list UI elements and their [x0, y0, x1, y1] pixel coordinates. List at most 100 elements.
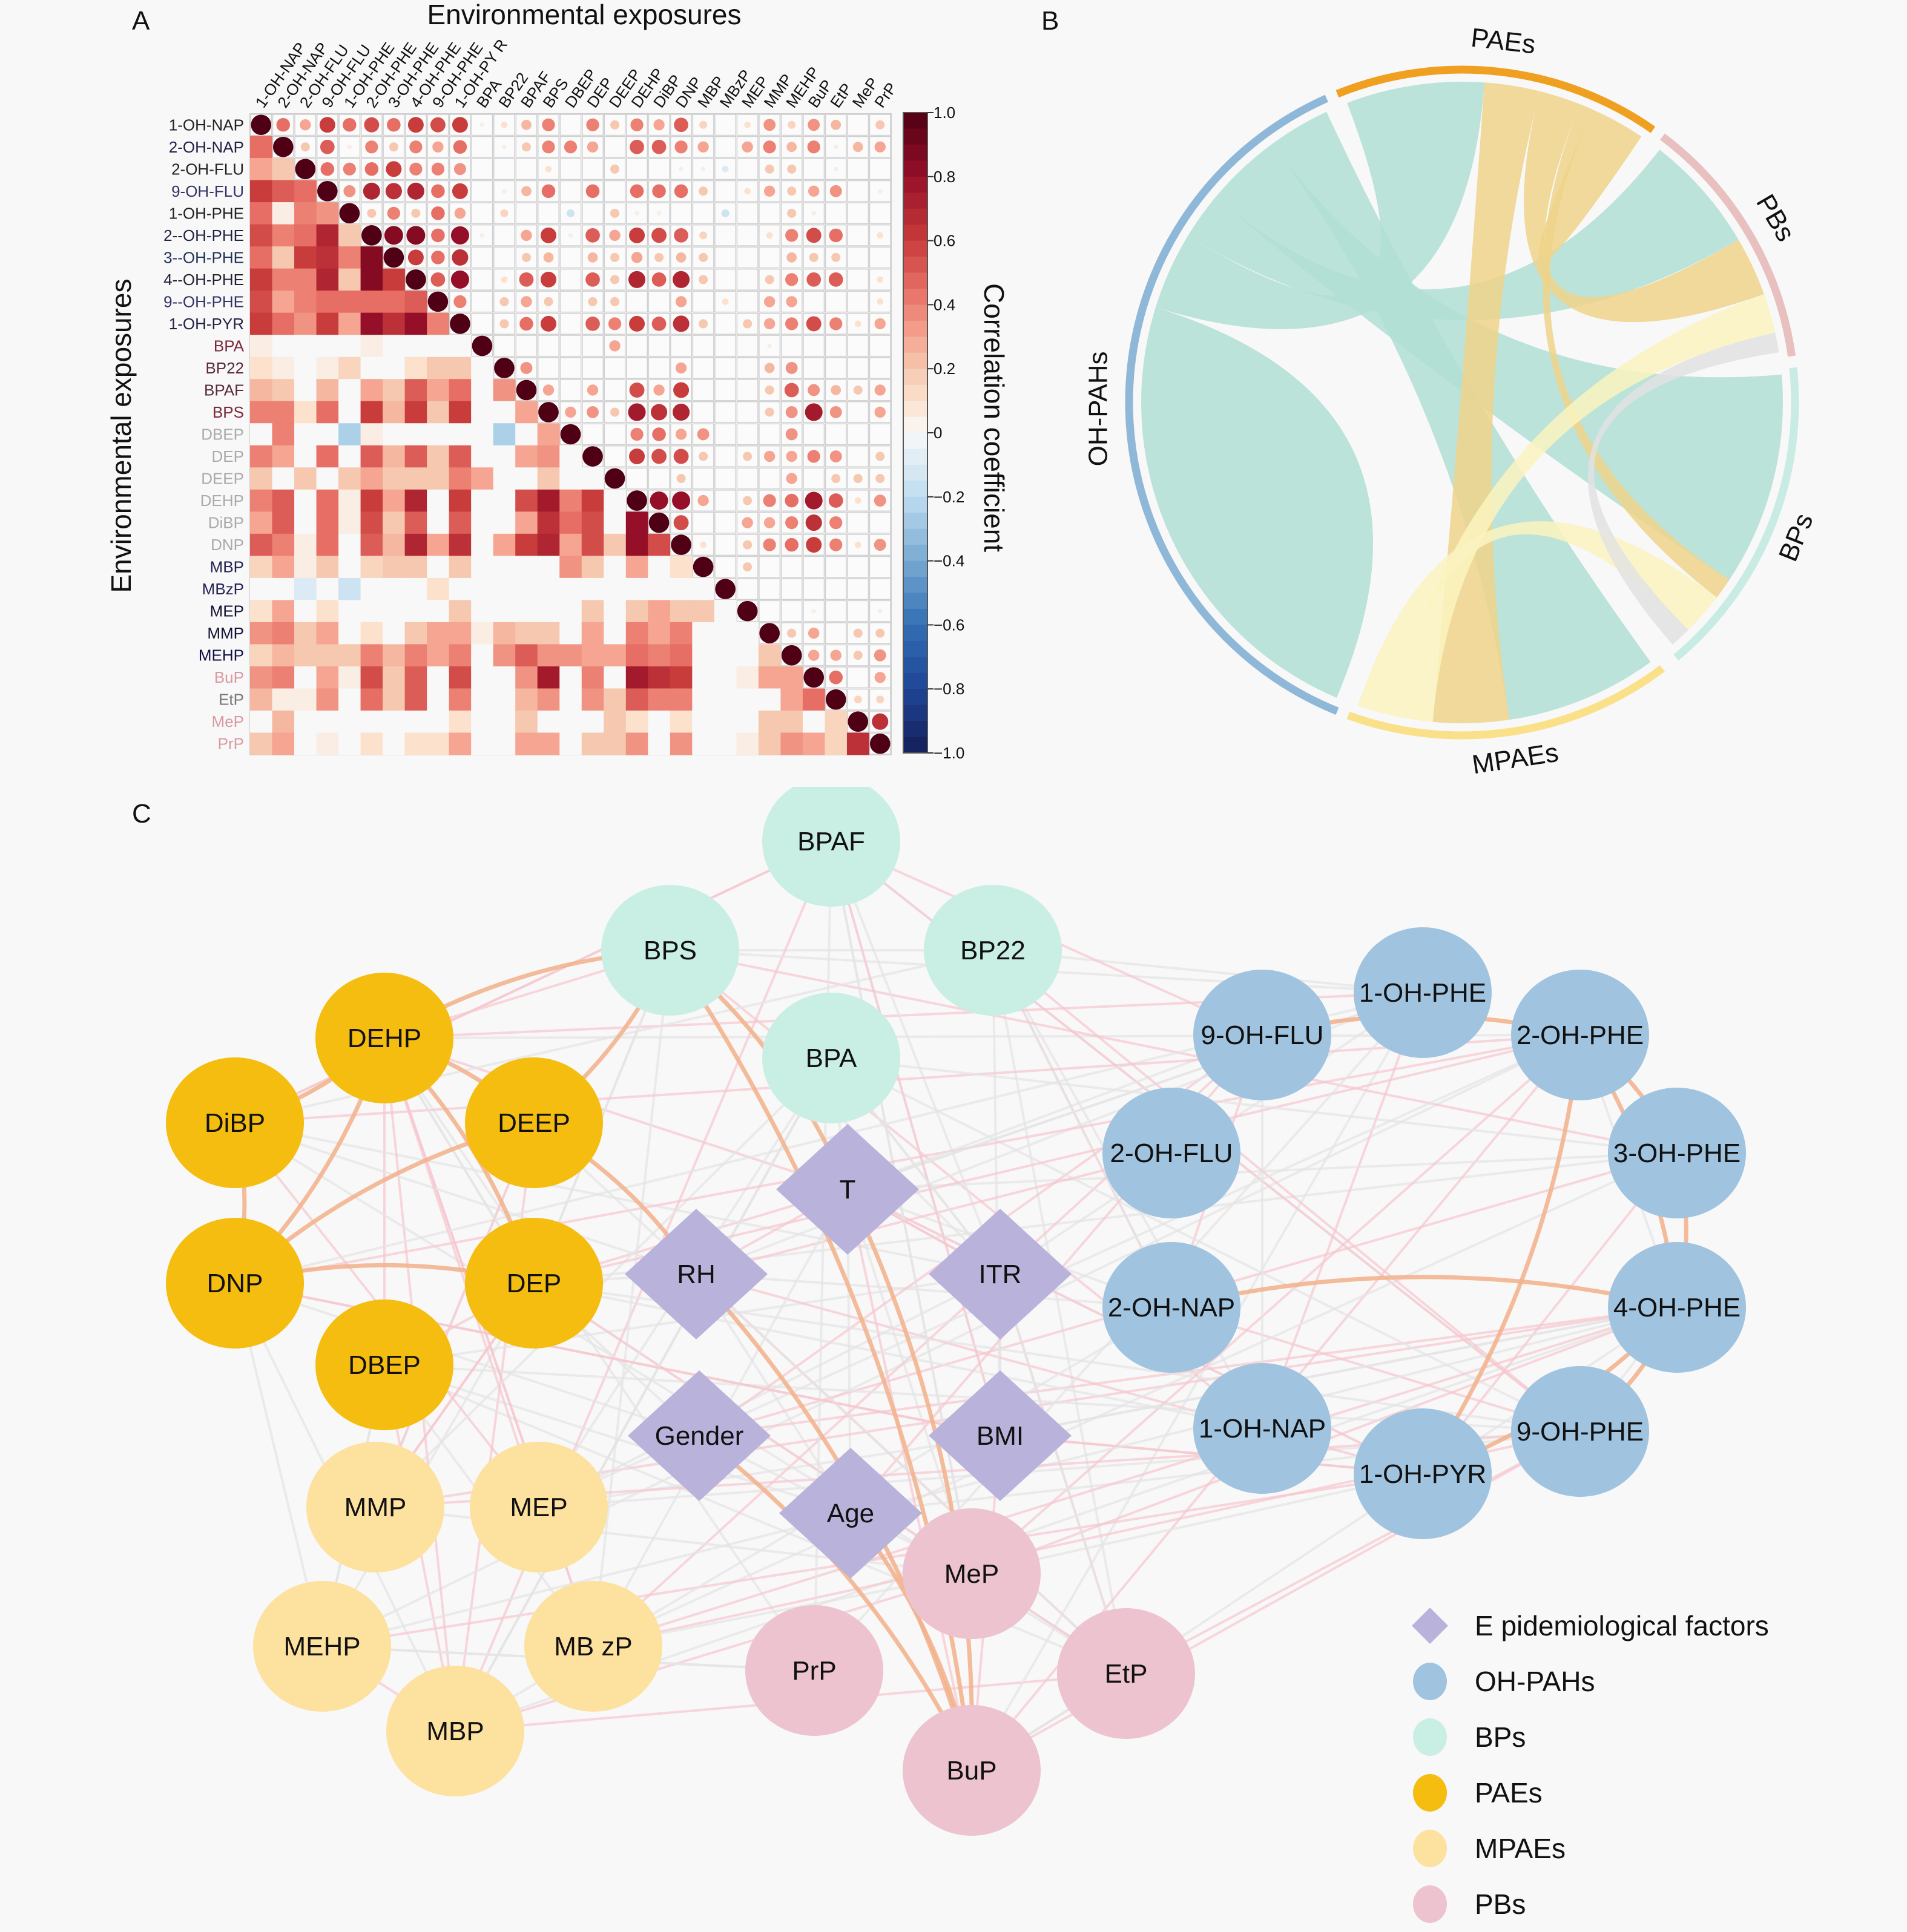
network-node[interactable]: 1-OH-PHE — [1354, 927, 1492, 1058]
network-node[interactable]: DNP — [166, 1218, 304, 1349]
heatmap-cell — [272, 666, 295, 689]
network-node[interactable]: DiBP — [166, 1057, 304, 1188]
heatmap-circle — [806, 537, 822, 553]
network-edge — [668, 949, 974, 1771]
network-node[interactable]: BuP — [903, 1705, 1041, 1836]
heatmap-cell — [383, 379, 406, 402]
heatmap-cell-bg — [626, 356, 648, 379]
network-node[interactable]: 4-OH-PHE — [1608, 1242, 1746, 1373]
network-node[interactable]: MBP — [386, 1666, 524, 1796]
network-node[interactable]: 1-OH-PYR — [1354, 1408, 1492, 1539]
heatmap-cell-bg — [869, 423, 891, 445]
network-node[interactable]: 9-OH-PHE — [1511, 1366, 1649, 1497]
chord-link — [1537, 109, 1642, 263]
network-node[interactable]: 2-OH-NAP — [1102, 1242, 1240, 1373]
heatmap-circle — [479, 233, 485, 238]
heatmap-circle — [673, 403, 690, 421]
heatmap-cell — [427, 356, 450, 380]
network-node[interactable]: MEHP — [253, 1581, 391, 1712]
node-label: BPA — [806, 1043, 857, 1073]
network-edge-faint — [383, 1037, 815, 1672]
heatmap-cell — [581, 688, 604, 711]
network-node[interactable]: T — [776, 1124, 919, 1255]
heatmap-cell — [449, 445, 472, 468]
network-node[interactable]: 9-OH-FLU — [1193, 970, 1331, 1100]
heatmap-cell-bg — [780, 202, 803, 225]
heatmap-cell — [427, 379, 450, 402]
network-node[interactable]: BPS — [601, 885, 739, 1016]
network-node[interactable]: DEEP — [465, 1057, 603, 1188]
network-node[interactable]: MeP — [903, 1508, 1041, 1639]
heatmap-circle — [630, 184, 644, 199]
network-node[interactable]: DEHP — [315, 973, 453, 1103]
heatmap-circle — [454, 208, 466, 219]
row-label: 2-OH-NAP — [169, 138, 244, 156]
heatmap-cell-bg — [869, 136, 891, 158]
network-node[interactable]: RH — [625, 1209, 768, 1339]
node-label: 1-OH-PYR — [1359, 1459, 1486, 1489]
network-node[interactable]: BP22 — [924, 885, 1062, 1016]
heatmap-circle — [831, 252, 841, 262]
heatmap-circle — [874, 649, 886, 662]
heatmap-cell — [383, 335, 406, 358]
circle-node-shape — [903, 1705, 1041, 1836]
network-node[interactable]: ITR — [929, 1209, 1072, 1339]
network-node[interactable]: PrP — [745, 1605, 883, 1736]
heatmap-cell — [250, 600, 273, 623]
heatmap-cell — [272, 356, 295, 380]
heatmap-cell — [493, 401, 516, 424]
heatmap-cell — [493, 556, 516, 579]
heatmap-circle — [831, 474, 841, 484]
heatmap-cell — [537, 732, 560, 755]
heatmap-cell — [581, 467, 604, 490]
heatmap-cell — [559, 533, 582, 556]
heatmap-cell — [360, 556, 383, 579]
heatmap-circle — [570, 367, 571, 369]
network-node[interactable]: 1-OH-NAP — [1193, 1363, 1331, 1494]
heatmap-cell — [250, 445, 273, 468]
network-edge-faint — [992, 950, 1001, 1436]
heatmap-circle — [452, 117, 468, 133]
heatmap-cell — [294, 688, 317, 711]
row-label: MEP — [210, 602, 244, 620]
heatmap-circle — [542, 384, 555, 396]
network-node[interactable]: Gender — [628, 1370, 771, 1501]
heatmap-cell — [427, 445, 450, 468]
network-node[interactable]: EtP — [1057, 1608, 1195, 1739]
heatmap-cell — [559, 644, 582, 667]
heatmap-cell — [250, 401, 273, 424]
heatmap-circle — [673, 448, 689, 464]
network-node[interactable]: DBEP — [315, 1300, 453, 1430]
network-graph: BPAF BPS BP22 BPA DEHP DiBP DEEP DNP DEP DBEP MMP M… — [166, 787, 1746, 1836]
network-node[interactable]: 3-OH-PHE — [1608, 1088, 1746, 1218]
heatmap-cell — [272, 224, 295, 247]
heatmap-circle — [680, 345, 682, 347]
heatmap-circle — [725, 500, 726, 501]
network-node[interactable]: MMP — [306, 1442, 444, 1572]
heatmap-cell — [449, 356, 472, 380]
node-label: RH — [677, 1260, 716, 1289]
network-node[interactable]: BPA — [762, 993, 900, 1123]
network-node[interactable]: 2-OH-FLU — [1102, 1088, 1240, 1218]
heatmap-circle — [746, 389, 748, 391]
heatmap-cell — [316, 445, 339, 468]
heatmap-cell — [559, 710, 582, 733]
circle-node-shape — [166, 1218, 304, 1349]
network-node[interactable]: Age — [779, 1448, 922, 1579]
network-node[interactable]: BMI — [929, 1370, 1072, 1501]
heatmap-cell-bg — [759, 224, 781, 246]
row-label: 2--OH-PHE — [163, 226, 244, 245]
network-node[interactable]: BPAF — [762, 787, 900, 907]
node-label: BPAF — [797, 827, 865, 856]
legend-label: PAEs — [1475, 1777, 1543, 1809]
network-node[interactable]: DEP — [465, 1218, 603, 1349]
heatmap-circle — [636, 168, 637, 170]
network-node[interactable]: MEP — [470, 1442, 608, 1572]
heatmap-circle — [811, 608, 816, 614]
network-node[interactable]: MB zP — [524, 1581, 662, 1712]
heatmap-cell — [360, 533, 383, 556]
node-label: 9-OH-PHE — [1517, 1417, 1644, 1447]
heatmap-cell — [449, 533, 472, 556]
network-node[interactable]: 2-OH-PHE — [1511, 970, 1649, 1100]
circle-swatch-icon — [1413, 1774, 1447, 1812]
